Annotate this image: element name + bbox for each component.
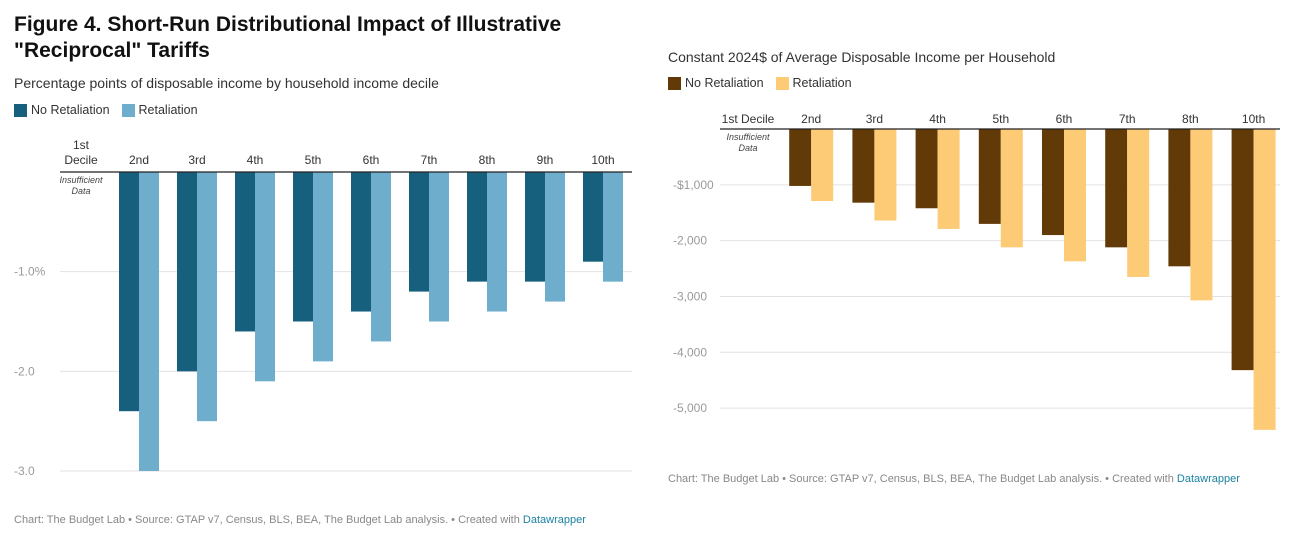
legend-item-no-retaliation: No Retaliation	[668, 76, 764, 90]
bar-no-retaliation	[978, 129, 1001, 224]
bar-no-retaliation	[119, 172, 139, 412]
legend-swatch-no-retaliation	[668, 76, 681, 90]
bar-no-retaliation	[583, 172, 603, 262]
category-label: 2nd	[129, 153, 149, 167]
category-label: 10th	[1242, 112, 1265, 126]
bar-retaliation	[545, 172, 565, 302]
y-tick-label: -4,000	[673, 345, 707, 359]
legend-item-retaliation: Retaliation	[121, 103, 198, 117]
legend-swatch-retaliation	[121, 103, 135, 117]
category-label: 5th	[992, 112, 1009, 126]
y-tick-label: -1.0%	[14, 265, 46, 279]
bar-no-retaliation	[915, 129, 938, 209]
legend-label-retaliation: Retaliation	[138, 103, 198, 117]
category-label: 8th	[479, 153, 496, 167]
right-chart-legend: No Retaliation Retaliation	[668, 76, 864, 90]
bar-retaliation	[603, 172, 623, 282]
bar-retaliation	[1064, 129, 1086, 262]
right-chart-footer: Chart: The Budget Lab • Source: GTAP v7,…	[668, 473, 1240, 485]
bar-no-retaliation	[525, 172, 545, 282]
bar-no-retaliation	[293, 172, 313, 322]
bar-no-retaliation	[1168, 129, 1191, 267]
left-chart-legend: No Retaliation Retaliation	[14, 103, 210, 117]
left-chart-subtitle: Percentage points of disposable income b…	[14, 75, 439, 91]
category-label: 4th	[247, 153, 264, 167]
bar-retaliation	[255, 172, 275, 382]
category-label: 7th	[421, 153, 438, 167]
y-tick-label: -3,000	[673, 289, 707, 303]
category-label: 2nd	[801, 112, 821, 126]
legend-swatch-no-retaliation	[14, 103, 27, 117]
right-footer-source: Chart: The Budget Lab • Source: GTAP v7,…	[668, 473, 1177, 485]
bar-no-retaliation	[852, 129, 875, 203]
right-footer-datawrapper-link[interactable]: Datawrapper	[1176, 473, 1240, 485]
category-label: 3rd	[188, 153, 205, 167]
legend-item-retaliation: Retaliation	[775, 76, 852, 90]
bar-no-retaliation	[467, 172, 487, 282]
bar-no-retaliation	[409, 172, 429, 292]
bar-retaliation	[1190, 129, 1213, 301]
legend-label-no-retaliation: No Retaliation	[685, 76, 764, 90]
insufficient-data-note: Data	[71, 186, 90, 196]
category-label: 6th	[1056, 112, 1073, 126]
bar-retaliation	[1127, 129, 1150, 277]
insufficient-data-note: Data	[738, 143, 757, 153]
bar-retaliation	[937, 129, 960, 229]
bar-retaliation	[139, 172, 159, 471]
bar-no-retaliation	[177, 172, 197, 372]
category-label: 9th	[537, 153, 554, 167]
left-footer-source: Chart: The Budget Lab • Source: GTAP v7,…	[14, 514, 523, 526]
category-label: Decile	[64, 153, 98, 167]
bar-retaliation	[313, 172, 333, 362]
category-label: 4th	[929, 112, 946, 126]
left-chart-footer: Chart: The Budget Lab • Source: GTAP v7,…	[14, 514, 586, 526]
bar-retaliation	[1000, 129, 1023, 248]
bar-no-retaliation	[1231, 129, 1254, 371]
category-label: 3rd	[866, 112, 883, 126]
right-bar-chart: -$1,000 -2,000 -3,000 -4,000 -5,000 1st Decil…	[673, 112, 1280, 430]
bar-retaliation	[487, 172, 507, 312]
y-tick-label: -3.0	[14, 464, 35, 478]
bar-retaliation	[371, 172, 391, 342]
legend-item-no-retaliation: No Retaliation	[14, 103, 110, 117]
category-label: 8th	[1182, 112, 1199, 126]
bar-retaliation	[874, 129, 897, 221]
y-tick-label: -$1,000	[673, 178, 714, 192]
bar-retaliation	[429, 172, 449, 322]
bar-retaliation	[1253, 129, 1276, 430]
bar-no-retaliation	[789, 129, 812, 186]
category-label: 1st Decile	[722, 112, 775, 126]
bar-no-retaliation	[235, 172, 255, 332]
category-label: 5th	[305, 153, 322, 167]
category-label: 1st	[73, 138, 90, 152]
bar-retaliation	[197, 172, 217, 422]
legend-label-no-retaliation: No Retaliation	[31, 103, 110, 117]
category-label: 10th	[591, 153, 614, 167]
figure-title: Figure 4. Short-Run Distributional Impac…	[14, 13, 562, 62]
bar-no-retaliation	[1042, 129, 1064, 236]
legend-label-retaliation: Retaliation	[792, 76, 852, 90]
legend-swatch-retaliation	[775, 76, 789, 90]
y-tick-label: -2.0	[14, 364, 35, 378]
category-label: 6th	[363, 153, 380, 167]
bar-retaliation	[811, 129, 834, 202]
category-label: 7th	[1119, 112, 1136, 126]
insufficient-data-note: Insufficient	[59, 175, 103, 185]
y-tick-label: -2,000	[673, 234, 707, 248]
insufficient-data-note: Insufficient	[726, 132, 770, 142]
left-footer-datawrapper-link[interactable]: Datawrapper	[522, 514, 586, 526]
bar-no-retaliation	[351, 172, 371, 312]
y-tick-label: -5,000	[673, 401, 707, 415]
right-chart-subtitle: Constant 2024$ of Average Disposable Inc…	[668, 49, 1056, 65]
bar-no-retaliation	[1105, 129, 1128, 248]
